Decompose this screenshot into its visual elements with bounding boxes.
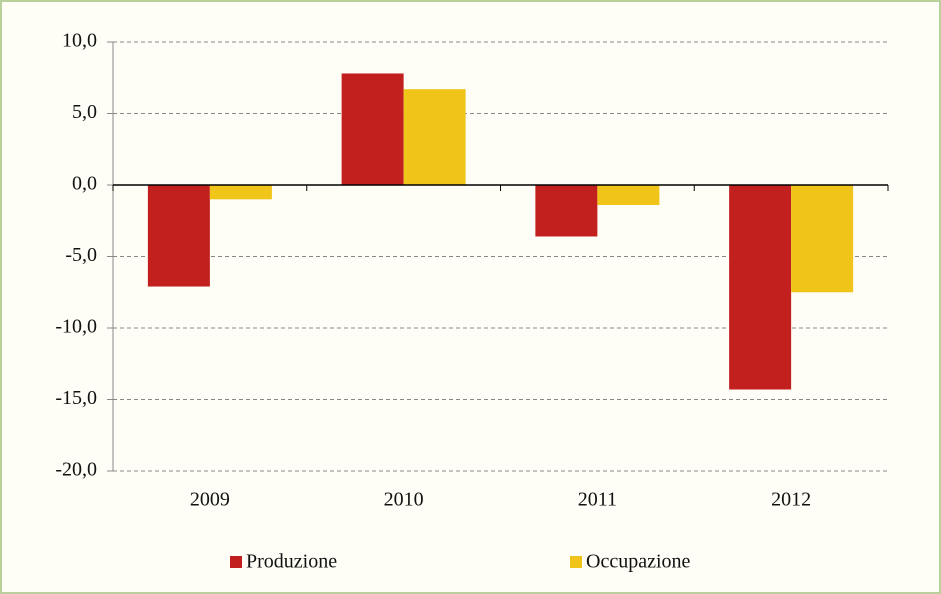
y-tick-label: -5,0	[65, 244, 97, 266]
x-tick-label: 2010	[384, 489, 424, 511]
bar	[403, 89, 466, 185]
bar	[729, 185, 792, 390]
y-tick-label: -15,0	[55, 387, 97, 409]
bar	[791, 185, 854, 293]
bar	[147, 185, 210, 287]
x-tick-label: 2012	[771, 489, 811, 511]
bar	[597, 185, 660, 206]
legend-label: Produzione	[246, 551, 337, 573]
bar	[535, 185, 598, 237]
y-tick-label: 5,0	[72, 101, 97, 123]
bar	[341, 73, 404, 185]
y-tick-label: 0,0	[72, 173, 97, 195]
x-tick-label: 2011	[578, 489, 617, 511]
x-tick-label: 2009	[190, 489, 230, 511]
y-tick-label: -10,0	[55, 316, 97, 338]
y-tick-label: 10,0	[62, 30, 97, 52]
legend-label: Occupazione	[586, 551, 691, 573]
y-tick-label: -20,0	[55, 459, 97, 481]
legend-swatch	[230, 556, 242, 568]
bar	[209, 185, 272, 200]
legend-swatch	[570, 556, 582, 568]
